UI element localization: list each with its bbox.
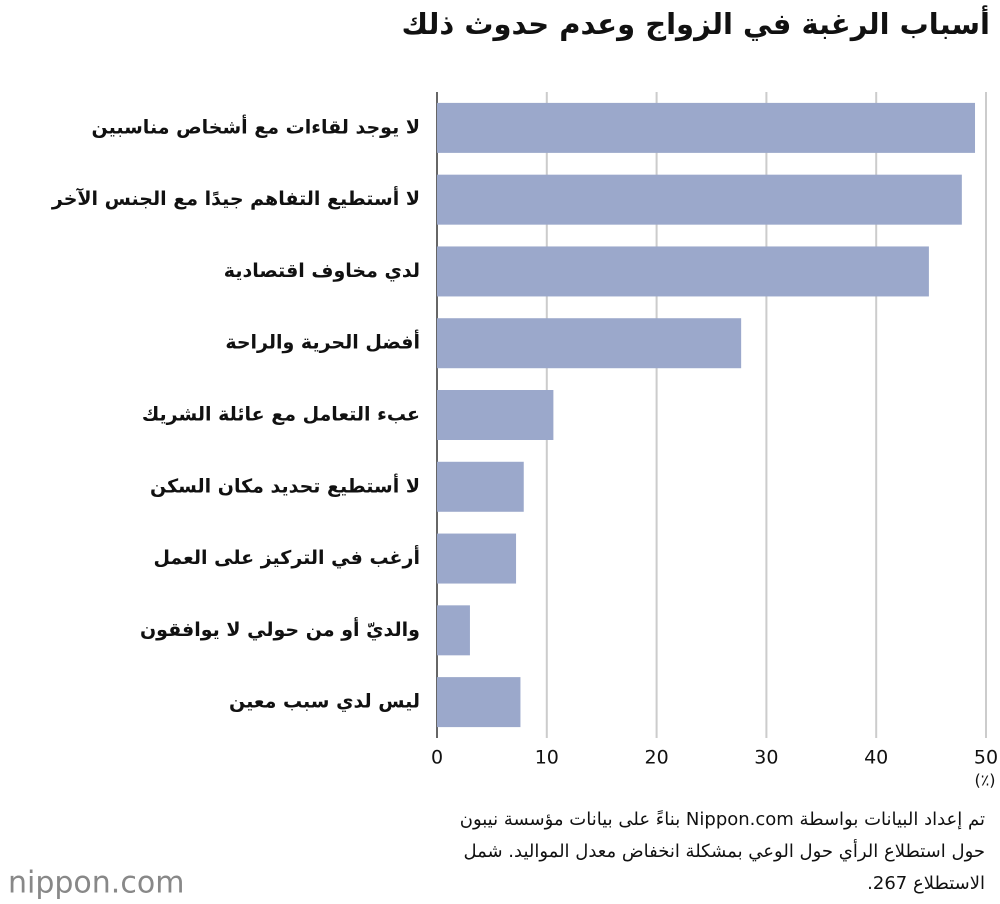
x-tick-label: 0: [431, 747, 443, 769]
x-tick-label: 20: [645, 747, 669, 769]
bar: [437, 390, 554, 440]
y-tick-label: ليس لدي سبب معين: [229, 691, 420, 714]
x-tick-label: 50: [974, 747, 998, 769]
y-tick-label: لا أستطيع التفاهم جيدًا مع الجنس الآخر: [51, 186, 420, 210]
bar: [437, 102, 976, 153]
x-tick-label: 40: [864, 747, 888, 769]
bar: [437, 174, 962, 225]
source-note: تم إعداد البيانات بواسطة Nippon.com بناء…: [460, 809, 985, 830]
source-note: حول استطلاع الرأي حول الوعي بمشكلة انخفا…: [463, 839, 985, 862]
y-tick-label: لا يوجد لقاءات مع أشخاص مناسبين: [92, 114, 420, 138]
bar: [437, 461, 524, 512]
bar: [437, 533, 517, 584]
bar: [437, 677, 521, 728]
y-tick-label: لا أستطيع تحديد مكان السكن: [150, 473, 420, 497]
bar: [437, 318, 742, 369]
logo: nippon.com: [8, 866, 184, 901]
y-tick-label: لدي مخاوف اقتصادية: [224, 260, 420, 283]
chart-title: أسباب الرغبة في الزواج وعدم حدوث ذلك: [401, 5, 990, 41]
bar: [437, 605, 470, 656]
source-note: الاستطلاع 267.: [867, 873, 985, 894]
x-tick-label: 30: [754, 747, 778, 769]
y-tick-label: أفضل الحرية والراحة: [225, 330, 420, 354]
unit-label: (٪): [974, 771, 995, 790]
y-tick-label: عبء التعامل مع عائلة الشريك: [142, 404, 420, 426]
y-tick-label: والديّ أو من حولي لا يوافقون: [140, 617, 420, 642]
y-tick-label: أرغب في التركيز على العمل: [153, 545, 420, 569]
bar: [437, 246, 929, 297]
x-tick-label: 10: [535, 747, 559, 769]
